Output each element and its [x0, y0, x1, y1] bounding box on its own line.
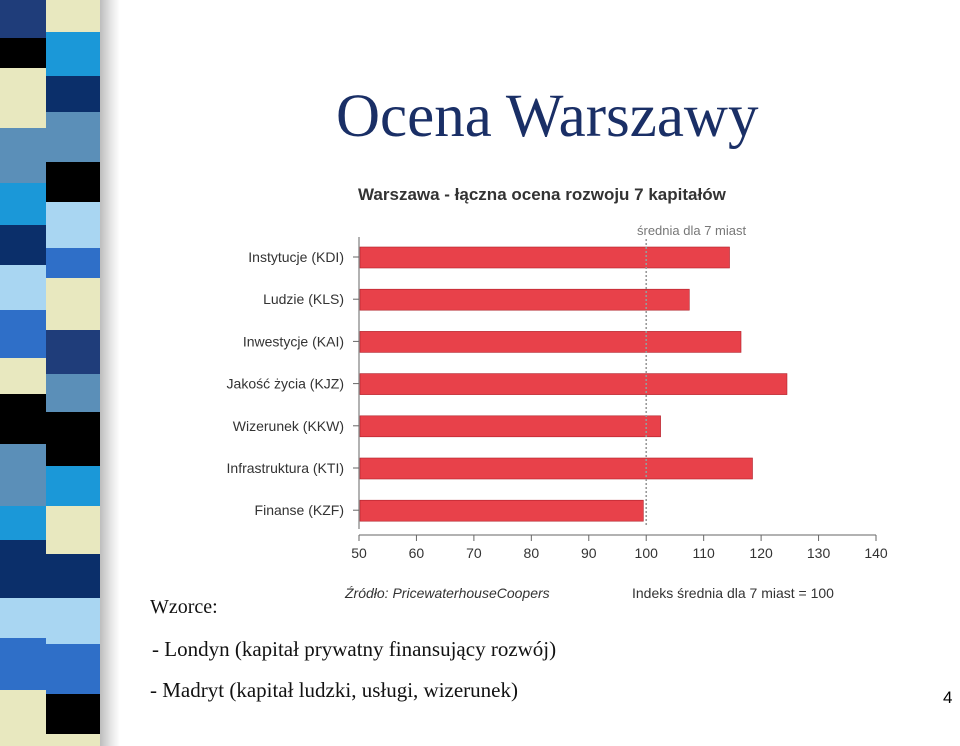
stripe-block [0, 506, 54, 540]
category-label: Instytucje (KDI) [248, 249, 344, 265]
stripe-block [0, 444, 54, 506]
x-tick-label: 90 [581, 545, 597, 561]
stripe-block [46, 374, 100, 412]
x-tick-label: 130 [807, 545, 831, 561]
bar [359, 415, 661, 438]
stripe-column-left [0, 0, 54, 746]
category-label: Ludzie (KLS) [263, 291, 344, 307]
chart-title: Warszawa - łączna ocena rozwoju 7 kapita… [358, 185, 727, 204]
stripe-block [46, 162, 100, 202]
stripe-block [46, 466, 100, 506]
reference-line-label: średnia dla 7 miast [637, 223, 746, 238]
stripe-block [46, 248, 100, 278]
stripe-block [0, 265, 54, 310]
stripe-block [46, 112, 100, 162]
stripe-block [0, 598, 54, 638]
bar [359, 457, 753, 480]
x-tick-label: 50 [351, 545, 367, 561]
stripe-block [0, 358, 54, 394]
decorative-stripe-bar [0, 0, 120, 746]
bullet-text: Madryt (kapitał ludzki, usługi, wizerune… [162, 678, 518, 702]
x-tick-label: 120 [749, 545, 773, 561]
x-tick-label: 60 [409, 545, 425, 561]
bar [359, 246, 730, 269]
stripe-block [46, 32, 100, 76]
stripe-block [0, 128, 54, 183]
stripe-block [0, 0, 54, 38]
stripe-block [46, 694, 100, 734]
stripe-block [46, 0, 100, 32]
index-note: Indeks średnia dla 7 miast = 100 [632, 585, 834, 601]
stripe-block [0, 225, 54, 265]
bullet-text: Londyn (kapitał prywatny finansujący roz… [164, 637, 557, 661]
bullet-london: - Londyn (kapitał prywatny finansujący r… [152, 637, 556, 662]
stripe-block [46, 506, 100, 554]
stripe-block [46, 278, 100, 330]
x-tick-label: 110 [693, 545, 716, 561]
category-label: Inwestycje (KAI) [243, 333, 344, 349]
bar [359, 499, 644, 522]
stripe-block [46, 554, 100, 598]
capitals-bar-chart: Warszawa - łączna ocena rozwoju 7 kapita… [227, 185, 888, 601]
stripe-block [46, 202, 100, 248]
bullet-dash: - [150, 678, 157, 702]
bullet-dash: - [152, 637, 159, 661]
patterns-label: Wzorce: [150, 596, 218, 618]
stripe-block [0, 183, 54, 225]
stripe-block [0, 68, 54, 128]
stripe-shadow [100, 0, 120, 746]
page-number: 4 [943, 688, 953, 707]
x-tick-label: 70 [466, 545, 482, 561]
bullet-madrid: - Madryt (kapitał ludzki, usługi, wizeru… [150, 678, 518, 703]
stripe-block [46, 76, 100, 112]
stripe-block [46, 734, 100, 746]
stripe-block [0, 540, 54, 598]
stripe-block [46, 330, 100, 374]
stripe-block [46, 644, 100, 694]
category-label: Jakość życia (KJZ) [227, 376, 344, 392]
stripe-block [0, 638, 54, 690]
source-note: Źródło: PricewaterhouseCoopers [344, 585, 550, 601]
bar [359, 331, 742, 353]
x-tick-label: 140 [864, 545, 888, 561]
stripe-block [0, 394, 54, 444]
stripe-block [46, 598, 100, 644]
x-tick-label: 80 [524, 545, 540, 561]
stripe-block [0, 310, 54, 358]
category-label: Wizerunek (KKW) [233, 418, 344, 434]
stripe-column-right [46, 0, 100, 746]
bar [359, 373, 788, 395]
bar [359, 288, 690, 311]
stripe-block [46, 412, 100, 466]
x-tick-label: 100 [635, 545, 659, 561]
category-label: Infrastruktura (KTI) [227, 460, 344, 476]
stripe-block [0, 38, 54, 68]
slide-title: Ocena Warszawy [336, 83, 759, 150]
stripe-block [0, 690, 54, 746]
category-label: Finanse (KZF) [255, 502, 344, 518]
